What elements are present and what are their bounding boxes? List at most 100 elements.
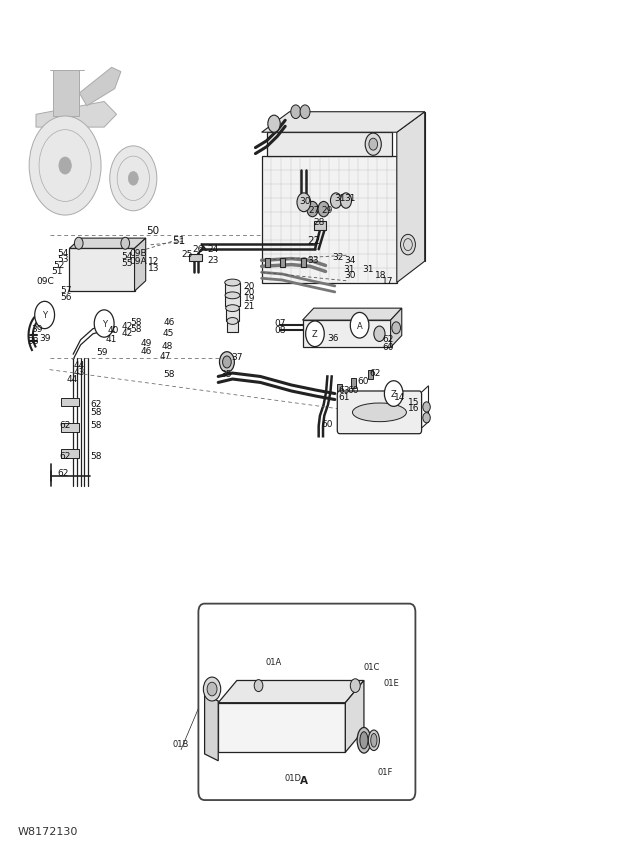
FancyBboxPatch shape [337, 392, 422, 434]
Circle shape [423, 403, 430, 413]
Circle shape [297, 194, 311, 212]
Circle shape [392, 322, 401, 334]
Bar [267, 133, 392, 157]
Text: 60: 60 [321, 420, 333, 428]
Text: 48: 48 [161, 342, 172, 351]
Text: 40: 40 [107, 326, 118, 334]
Text: 62: 62 [60, 421, 71, 429]
Circle shape [384, 381, 403, 407]
Text: 55: 55 [122, 258, 133, 267]
Bar [227, 322, 238, 333]
Circle shape [59, 158, 71, 175]
Polygon shape [53, 71, 79, 117]
Circle shape [318, 202, 329, 218]
Ellipse shape [226, 305, 239, 312]
Text: 62: 62 [91, 400, 102, 409]
Circle shape [401, 235, 415, 256]
Text: 45: 45 [162, 328, 174, 337]
Circle shape [306, 322, 324, 347]
Bar [351, 379, 356, 388]
Text: 42: 42 [122, 322, 133, 330]
Text: 20: 20 [244, 288, 255, 297]
Ellipse shape [357, 728, 371, 753]
Text: 51: 51 [51, 267, 63, 276]
Text: 01D: 01D [284, 774, 301, 782]
Polygon shape [262, 113, 425, 133]
Text: 31: 31 [344, 194, 356, 203]
Text: 12: 12 [148, 257, 159, 265]
Text: 54: 54 [57, 249, 68, 258]
Text: 62: 62 [382, 335, 393, 344]
Bar [262, 157, 397, 283]
Bar [368, 370, 373, 380]
Polygon shape [391, 309, 402, 348]
Circle shape [219, 352, 234, 373]
Text: 31: 31 [334, 194, 346, 203]
Bar [225, 296, 240, 307]
Text: 47: 47 [160, 352, 171, 361]
Text: 34: 34 [345, 256, 356, 264]
Ellipse shape [371, 734, 377, 747]
Text: 39: 39 [40, 334, 51, 342]
Text: 14: 14 [394, 392, 405, 401]
Circle shape [94, 310, 114, 338]
Text: 15: 15 [408, 397, 420, 406]
Text: 24: 24 [208, 245, 219, 253]
Circle shape [29, 117, 101, 216]
Text: 62: 62 [370, 368, 381, 377]
FancyBboxPatch shape [198, 604, 415, 800]
Text: 35: 35 [220, 370, 232, 379]
Bar [337, 385, 342, 394]
Text: 32: 32 [332, 253, 343, 262]
Text: 25: 25 [182, 250, 193, 258]
Circle shape [268, 116, 280, 133]
Circle shape [350, 679, 360, 693]
Circle shape [223, 357, 231, 368]
Text: 62: 62 [60, 451, 71, 460]
Text: 01C: 01C [363, 663, 379, 671]
Text: 39: 39 [31, 325, 43, 334]
Text: 29: 29 [321, 206, 332, 215]
Bar [69, 249, 135, 292]
Text: 51: 51 [172, 235, 185, 246]
Text: 49: 49 [140, 339, 151, 347]
Ellipse shape [224, 280, 241, 287]
Text: 09B: 09B [129, 249, 146, 258]
Circle shape [308, 327, 319, 342]
Circle shape [330, 194, 342, 209]
Text: 58: 58 [130, 325, 142, 334]
Text: 50: 50 [146, 225, 159, 235]
Text: 59: 59 [97, 348, 108, 357]
Text: 13: 13 [148, 264, 159, 272]
Text: 22: 22 [308, 235, 321, 246]
Polygon shape [345, 681, 364, 752]
Text: 52: 52 [53, 261, 64, 270]
Ellipse shape [352, 403, 407, 422]
Circle shape [307, 202, 318, 218]
Ellipse shape [225, 293, 240, 299]
Text: Z: Z [312, 330, 318, 339]
Ellipse shape [227, 318, 238, 325]
Circle shape [300, 106, 310, 119]
Text: 58: 58 [163, 369, 175, 378]
Text: A: A [356, 322, 363, 330]
Text: 61: 61 [338, 392, 350, 401]
Text: 09C: 09C [36, 277, 54, 286]
Circle shape [254, 680, 263, 692]
Text: 38: 38 [27, 337, 39, 345]
Text: 01A: 01A [266, 658, 282, 666]
Polygon shape [303, 309, 402, 321]
Bar [301, 258, 306, 268]
Text: A: A [300, 775, 308, 785]
Text: 17: 17 [382, 277, 394, 286]
Polygon shape [135, 239, 146, 292]
Text: 31: 31 [343, 264, 355, 273]
Text: 01B: 01B [173, 740, 189, 748]
Text: 16: 16 [408, 403, 420, 412]
Circle shape [369, 139, 378, 151]
Text: 30: 30 [344, 271, 356, 280]
Text: 62: 62 [57, 469, 68, 478]
Bar [226, 309, 239, 322]
Text: 18: 18 [374, 271, 386, 280]
Polygon shape [36, 102, 117, 128]
